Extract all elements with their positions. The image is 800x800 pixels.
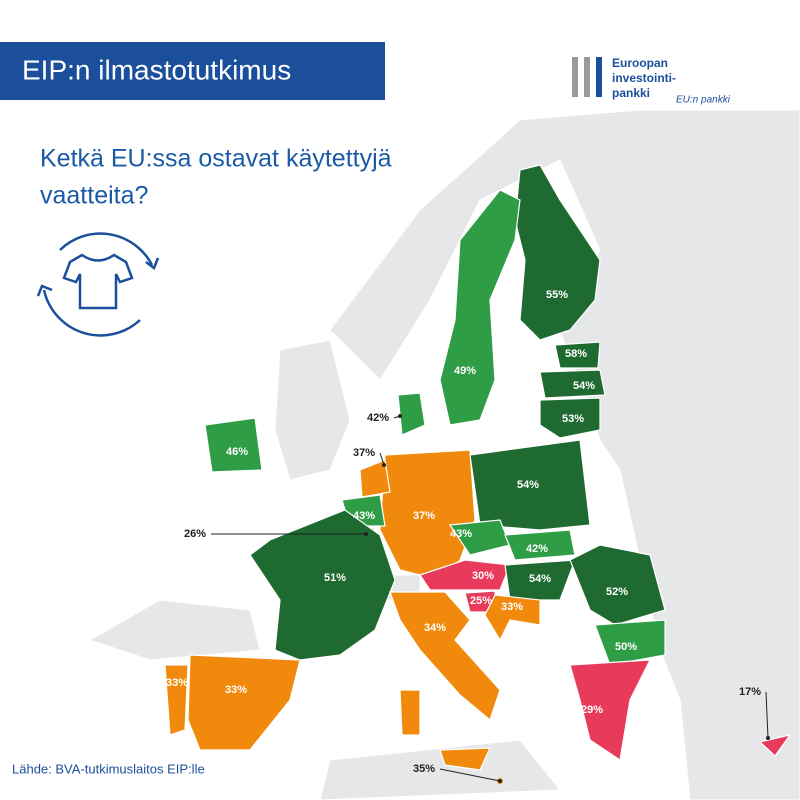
portugal	[164, 664, 189, 736]
leader-dot	[398, 414, 402, 418]
country-label: 35%	[413, 763, 435, 775]
france	[249, 509, 396, 661]
logo-text: pankki	[612, 86, 650, 100]
icon-arrow	[36, 284, 53, 297]
austria	[419, 559, 511, 591]
country-label: 37%	[353, 447, 375, 459]
country-label: 46%	[226, 446, 248, 458]
country-label: 42%	[526, 543, 548, 555]
country-label: 42%	[367, 412, 389, 424]
country-label: 30%	[472, 570, 494, 582]
netherlands	[359, 459, 391, 498]
country-label: 43%	[450, 528, 472, 540]
poland	[469, 439, 591, 531]
logo-bar	[584, 57, 590, 97]
country-label: 34%	[424, 622, 446, 634]
estonia	[554, 341, 601, 369]
country-label: 52%	[606, 586, 628, 598]
leader-dot	[498, 779, 502, 783]
cyprus	[758, 734, 792, 757]
header-title: EIP:n ilmastotutkimus	[22, 54, 291, 85]
italy	[389, 591, 501, 722]
logo-bar	[572, 57, 578, 97]
country-label: 26%	[184, 528, 206, 540]
spain	[187, 654, 301, 751]
logo-tagline: EU:n pankki	[676, 95, 731, 106]
leader-dot	[382, 463, 386, 467]
leader-dot	[766, 736, 770, 740]
logo: Euroopan investointi- pankki EU:n pankki	[572, 56, 731, 106]
country-label: 50%	[615, 641, 637, 653]
leader-dot	[364, 532, 368, 536]
denmark	[397, 392, 426, 436]
icon-arrow	[42, 289, 141, 337]
eu-countries	[164, 164, 792, 784]
croatia	[484, 594, 541, 642]
icon-arrow	[59, 232, 154, 266]
logo-bar	[596, 57, 602, 97]
country-label: 55%	[546, 289, 568, 301]
source-text: Lähde: BVA-tutkimuslaitos EIP:lle	[12, 761, 205, 776]
leader-line	[439, 768, 501, 782]
country-label: 37%	[413, 510, 435, 522]
logo-text: Euroopan	[612, 56, 668, 70]
sweden	[439, 189, 521, 426]
country-labels: 55% 58% 54% 53% 49% 42% 46% 37% 37% 54% 43% 26% 43% 4…	[166, 289, 770, 783]
hungary	[504, 559, 576, 601]
country-label: 33%	[501, 601, 523, 613]
country-label: 25%	[470, 595, 492, 607]
country-label: 49%	[454, 365, 476, 377]
question-text: vaatteita?	[40, 182, 148, 210]
country-label: 17%	[739, 686, 761, 698]
finland	[514, 164, 601, 341]
country-label: 29%	[581, 704, 603, 716]
country-label: 43%	[353, 510, 375, 522]
country-label: 51%	[324, 572, 346, 584]
country-label: 54%	[529, 573, 551, 585]
latvia	[539, 369, 606, 399]
country-label: 54%	[517, 479, 539, 491]
sardinia	[399, 689, 421, 736]
country-label: 58%	[565, 348, 587, 360]
greece	[569, 659, 652, 762]
country-label: 53%	[562, 413, 584, 425]
icon-tshirt	[62, 253, 134, 310]
bulgaria	[594, 619, 666, 666]
leader-line	[379, 452, 385, 466]
sicily	[439, 747, 491, 771]
country-label: 33%	[225, 684, 247, 696]
country-label: 54%	[573, 380, 595, 392]
question-text: Ketkä EU:ssa ostavat käytettyjä	[40, 145, 392, 173]
slovakia	[504, 529, 576, 561]
lithuania	[539, 397, 601, 439]
logo-text: investointi-	[612, 71, 676, 85]
leader-line	[765, 691, 769, 739]
ireland	[204, 417, 263, 473]
header-bar	[0, 42, 385, 100]
country-label: 33%	[166, 677, 188, 689]
icon-arrow	[145, 257, 160, 270]
romania	[569, 544, 666, 626]
recycle-tshirt-icon	[36, 232, 160, 337]
